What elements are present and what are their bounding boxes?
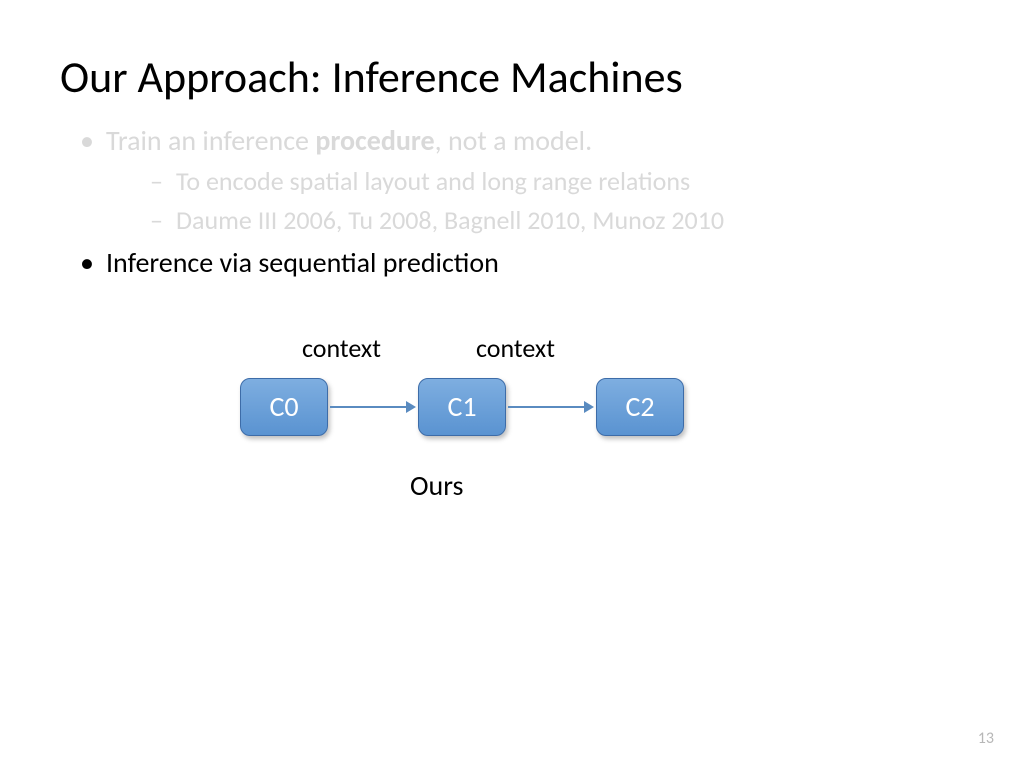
bullet-1: Train an inference procedure, not a mode… (80, 122, 964, 238)
node-c1: C1 (418, 378, 506, 436)
sub-bullet-1: To encode spatial layout and long range … (150, 164, 964, 199)
arrow-2 (506, 397, 596, 417)
page-number: 13 (978, 729, 994, 748)
node-c0: C0 (240, 378, 328, 436)
context-label-2: context (476, 332, 555, 364)
node-c2: C2 (596, 378, 684, 436)
bullet-1-post: , not a model. (435, 123, 593, 158)
bullet-1-pre: Train an inference (106, 123, 315, 158)
flow-diagram: context context C0 C1 C2 Ours (240, 332, 964, 532)
context-label-1: context (302, 332, 381, 364)
diagram-caption: Ours (410, 468, 463, 503)
bullet-1-emph: procedure (315, 123, 434, 158)
arrow-1 (328, 397, 418, 417)
slide-title: Our Approach: Inference Machines (60, 50, 964, 104)
bullet-list: Train an inference procedure, not a mode… (60, 122, 964, 282)
sub-bullet-2: Daume III 2006, Tu 2008, Bagnell 2010, M… (150, 203, 964, 238)
sub-list: To encode spatial layout and long range … (106, 164, 964, 238)
slide: Our Approach: Inference Machines Train a… (0, 0, 1024, 768)
bullet-2: Inference via sequential prediction (80, 244, 964, 282)
